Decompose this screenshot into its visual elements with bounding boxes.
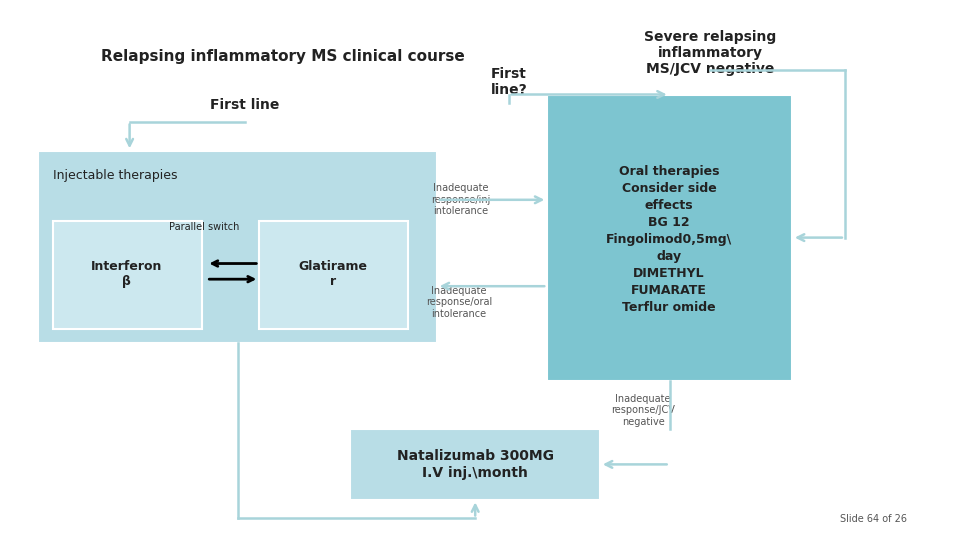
Text: Parallel switch: Parallel switch: [169, 222, 240, 232]
FancyBboxPatch shape: [547, 94, 792, 381]
Text: Slide 64 of 26: Slide 64 of 26: [840, 514, 907, 524]
FancyBboxPatch shape: [38, 151, 437, 343]
Text: First
line?: First line?: [491, 67, 527, 97]
Text: Glatirame
r: Glatirame r: [299, 260, 368, 288]
Text: Inadequate
response/inj
intolerance: Inadequate response/inj intolerance: [431, 183, 491, 217]
Text: Severe relapsing
inflammatory
MS/JCV negative: Severe relapsing inflammatory MS/JCV neg…: [644, 30, 777, 76]
Text: Injectable therapies: Injectable therapies: [53, 169, 178, 182]
FancyBboxPatch shape: [259, 221, 408, 329]
Text: Inadequate
response/oral
intolerance: Inadequate response/oral intolerance: [425, 286, 492, 319]
Text: Interferon
β: Interferon β: [91, 260, 162, 288]
Text: Oral therapies
Consider side
effects
BG 12
Fingolimod0,5mg\
day
DIMETHYL
FUMARAT: Oral therapies Consider side effects BG …: [606, 165, 732, 314]
Text: First line: First line: [210, 98, 279, 112]
FancyBboxPatch shape: [53, 221, 202, 329]
Text: Relapsing inflammatory MS clinical course: Relapsing inflammatory MS clinical cours…: [102, 49, 465, 64]
FancyBboxPatch shape: [350, 429, 600, 500]
Text: Natalizumab 300MG
I.V inj.\month: Natalizumab 300MG I.V inj.\month: [396, 449, 554, 480]
Text: Inadequate
response/JCV
negative: Inadequate response/JCV negative: [612, 394, 675, 427]
